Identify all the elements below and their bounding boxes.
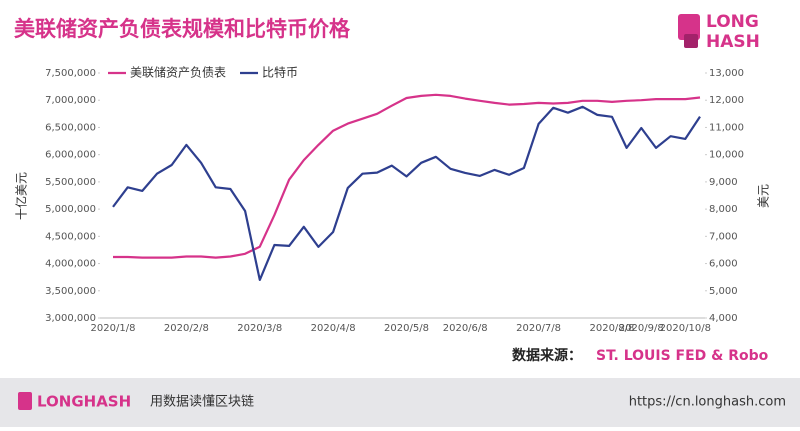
- y-tick-label: 3,000,000: [45, 313, 96, 324]
- y-tick-label: 7,500,000: [45, 68, 96, 79]
- y2-tick-label: 7,000: [709, 231, 738, 242]
- x-tick-label: 2020/2/8: [164, 323, 209, 334]
- footer-tagline: 用数据读懂区块链: [150, 395, 254, 410]
- footer-url: https://cn.longhash.com: [629, 395, 786, 410]
- x-tick-label: 2020/9/8: [619, 323, 664, 334]
- logo-icon: [684, 34, 698, 48]
- x-tick-label: 2020/4/8: [311, 323, 356, 334]
- y-tick-label: 3,500,000: [45, 286, 96, 297]
- y2-tick-label: 5,000: [709, 286, 738, 297]
- footer-icon: [18, 392, 32, 410]
- y-tick-label: 4,500,000: [45, 231, 96, 242]
- y2-tick-label: 13,000: [709, 68, 744, 79]
- y2-tick-label: 12,000: [709, 95, 744, 106]
- footer-brand: LONGHASH: [37, 393, 131, 411]
- logo-icon: [678, 14, 700, 40]
- logo-text: LONG: [706, 12, 759, 32]
- x-tick-label: 2020/10/8: [660, 323, 711, 334]
- y2-tick-label: 6,000: [709, 259, 738, 270]
- x-tick-label: 2020/6/8: [443, 323, 488, 334]
- x-tick-label: 2020/8/8: [589, 323, 634, 334]
- source-label: 数据来源：: [512, 347, 582, 364]
- legend-label: 美联储资产负债表: [130, 65, 226, 80]
- y-tick-label: 5,500,000: [45, 177, 96, 188]
- logo: LONG HASH: [678, 12, 760, 52]
- y2-tick-label: 4,000: [709, 313, 738, 324]
- logo-text: HASH: [706, 32, 760, 52]
- y-tick-label: 7,000,000: [45, 95, 96, 106]
- footer-band: [0, 378, 800, 427]
- y-axis-label: 十亿美元: [14, 172, 29, 220]
- series-line: [113, 93, 701, 259]
- y2-tick-label: 11,000: [709, 122, 744, 133]
- x-tick-label: 2020/1/8: [91, 323, 136, 334]
- y-tick-label: 6,000,000: [45, 150, 96, 161]
- y2-tick-label: 9,000: [709, 177, 738, 188]
- source: ST. LOUIS FED & Robo: [596, 348, 769, 364]
- x-tick-label: 2020/7/8: [516, 323, 561, 334]
- y2-axis-label: 美元: [757, 184, 771, 208]
- legend-label: 比特币: [262, 65, 298, 80]
- y-tick-label: 6,500,000: [45, 122, 96, 133]
- y2-tick-label: 8,000: [709, 204, 738, 215]
- x-tick-label: 2020/3/8: [237, 323, 282, 334]
- y-tick-label: 4,000,000: [45, 259, 96, 270]
- y2-tick-label: 10,000: [709, 150, 744, 161]
- chart-title: 美联储资产负债表规模和比特币价格: [14, 17, 351, 41]
- series-line: [112, 105, 701, 281]
- x-tick-label: 2020/5/8: [384, 323, 429, 334]
- y-tick-label: 5,000,000: [45, 204, 96, 215]
